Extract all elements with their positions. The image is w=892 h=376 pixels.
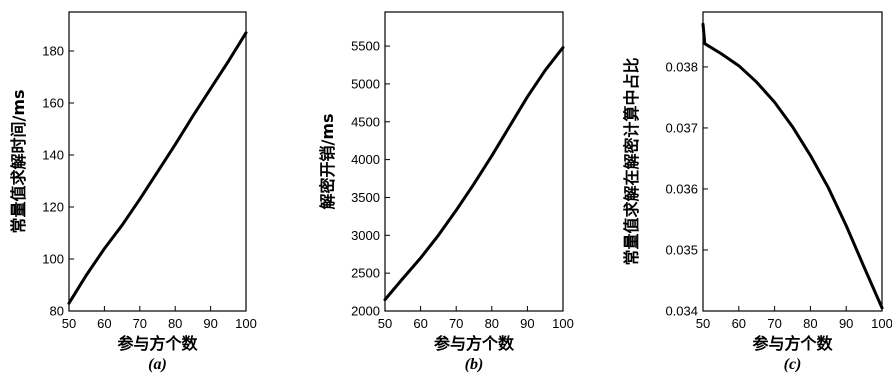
x-tick-label: 90 <box>520 316 534 331</box>
x-axis-label: 参与方个数 <box>752 334 833 353</box>
y-tick-label: 3500 <box>351 190 380 205</box>
series-line-1 <box>701 22 884 310</box>
chart-panel-2: 50 60 70 80 90 100 2000 2500 3000 3500 4000 4500 500… <box>318 11 574 373</box>
y-tick-label: 160 <box>42 96 64 111</box>
y-tick-label: 0.038 <box>665 59 698 74</box>
panel-label: (b) <box>465 356 484 373</box>
y-tick-label: 0.036 <box>665 181 698 196</box>
chart-panel-3: 50 60 70 80 90 100 0.034 0.035 0.036 0.037 0.038 参与… <box>622 11 892 373</box>
panel-label: (a) <box>148 356 167 373</box>
y-tick-label: 4500 <box>351 114 380 129</box>
x-tick-label: 60 <box>413 316 427 331</box>
x-tick-label: 80 <box>803 316 817 331</box>
y-axis-label: 解密开销/ms <box>318 113 337 209</box>
series-line-1 <box>383 46 565 302</box>
x-tick-label: 90 <box>839 316 853 331</box>
y-axis-label: 常量值求解在解密计算中占比 <box>622 57 641 265</box>
y-tick-label: 0.034 <box>665 304 698 319</box>
x-tick-label: 100 <box>871 316 892 331</box>
x-tick-label: 70 <box>133 316 147 331</box>
y-axis-label: 常量值求解时间/ms <box>9 89 28 233</box>
y-tick-label: 5000 <box>351 76 380 91</box>
series-line-1 <box>67 31 248 305</box>
y-tick-label: 120 <box>42 200 64 215</box>
y-tick-label: 4000 <box>351 152 380 167</box>
x-axis-label: 参与方个数 <box>117 334 198 353</box>
chart-panel-1: 50 60 70 80 90 100 80 100 120 140 160 180 参与方个数 常量值求解… <box>9 11 257 373</box>
x-tick-label: 80 <box>168 316 182 331</box>
x-tick-label: 80 <box>485 316 499 331</box>
y-tick-label: 5500 <box>351 39 380 54</box>
x-tick-label: 60 <box>732 316 746 331</box>
plot-frame <box>702 11 883 312</box>
panel-label: (c) <box>784 356 802 373</box>
x-axis-label: 参与方个数 <box>434 334 515 353</box>
plot-frame <box>68 11 247 312</box>
x-tick-label: 60 <box>97 316 111 331</box>
x-tick-label: 70 <box>449 316 463 331</box>
x-tick-label: 50 <box>696 316 710 331</box>
y-tick-label: 0.035 <box>665 242 698 257</box>
y-tick-label: 2000 <box>351 304 380 319</box>
x-tick-label: 100 <box>235 316 257 331</box>
y-tick-label: 140 <box>42 148 64 163</box>
y-tick-label: 2500 <box>351 266 380 281</box>
y-tick-label: 0.037 <box>665 120 698 135</box>
y-tick-label: 3000 <box>351 228 380 243</box>
x-tick-label: 90 <box>203 316 217 331</box>
y-tick-label: 180 <box>42 44 64 59</box>
y-tick-label: 80 <box>50 304 64 319</box>
plot-frame <box>384 11 564 312</box>
x-tick-label: 50 <box>62 316 76 331</box>
y-tick-label: 100 <box>42 252 64 267</box>
x-tick-label: 50 <box>378 316 392 331</box>
x-tick-label: 100 <box>552 316 574 331</box>
x-tick-label: 70 <box>767 316 781 331</box>
